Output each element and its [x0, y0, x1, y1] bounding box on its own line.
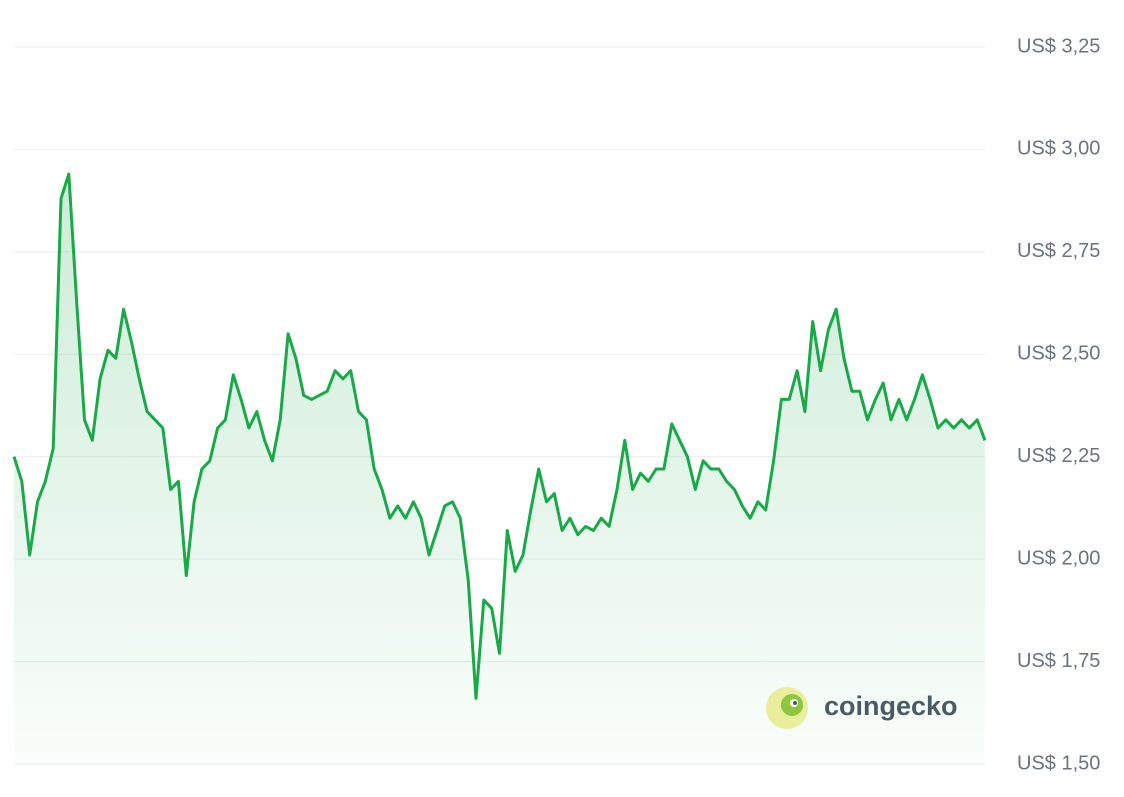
logo: coingecko	[766, 687, 958, 729]
y-tick-label: US$ 2,75	[1017, 240, 1100, 262]
y-tick-label: US$ 2,00	[1017, 547, 1100, 569]
y-tick-label: US$ 3,25	[1017, 35, 1100, 57]
y-tick-label: US$ 1,50	[1017, 752, 1100, 774]
watermark: coingecko	[824, 691, 958, 721]
y-tick-label: US$ 1,75	[1017, 650, 1100, 672]
y-tick-label: US$ 3,00	[1017, 138, 1100, 160]
y-tick-label: US$ 2,25	[1017, 445, 1100, 467]
logo-icon-pupil	[793, 701, 797, 705]
y-tick-label: US$ 2,50	[1017, 343, 1100, 365]
area	[14, 174, 985, 764]
price-line	[12, 172, 987, 700]
